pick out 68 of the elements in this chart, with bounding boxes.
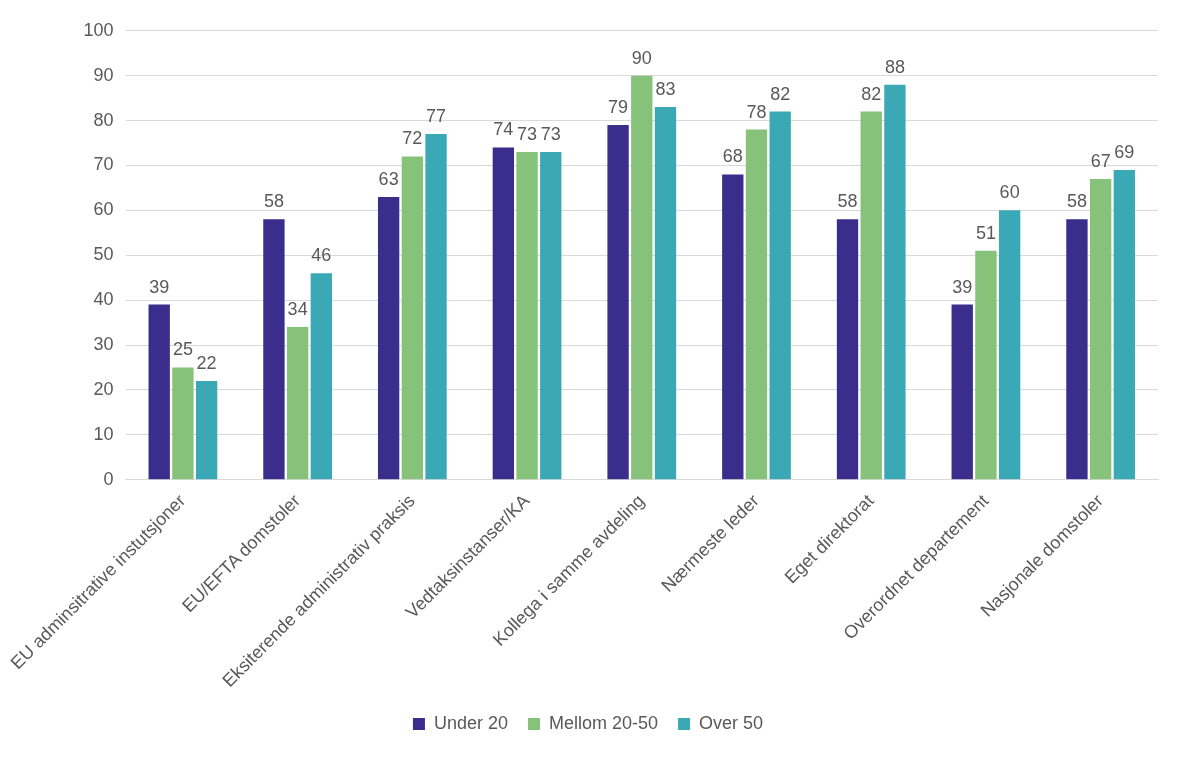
- legend-label: Under 20: [433, 712, 508, 733]
- data-label: 67: [1090, 150, 1111, 171]
- bar: [492, 147, 515, 480]
- data-label: 46: [311, 245, 332, 266]
- data-label: 60: [999, 182, 1020, 203]
- bar: [1089, 178, 1112, 480]
- bar: [998, 210, 1021, 480]
- bar: [263, 219, 285, 480]
- bar: [1113, 169, 1136, 480]
- bar: [425, 134, 447, 480]
- data-label: 25: [172, 339, 193, 360]
- bar: [195, 380, 218, 480]
- data-label: 69: [1114, 141, 1135, 162]
- y-tick-label: 0: [103, 468, 114, 489]
- data-label: 58: [1066, 191, 1087, 212]
- bar: [722, 174, 744, 480]
- bar: [1066, 219, 1088, 480]
- y-tick-label: 90: [93, 64, 114, 85]
- bar: [310, 273, 333, 480]
- data-label: 51: [975, 222, 996, 243]
- data-label: 22: [196, 352, 217, 373]
- bar: [654, 107, 677, 480]
- bar: [377, 196, 400, 480]
- data-label: 73: [517, 123, 538, 144]
- y-tick-label: 40: [93, 289, 114, 310]
- data-label: 79: [608, 97, 629, 118]
- data-label: 73: [540, 123, 561, 144]
- data-label: 78: [746, 101, 767, 122]
- bar: [516, 152, 538, 480]
- bar: [631, 75, 653, 480]
- y-tick-label: 30: [93, 333, 114, 354]
- data-label: 82: [770, 83, 791, 104]
- y-tick-label: 10: [93, 423, 114, 444]
- bar: [836, 219, 859, 480]
- y-tick-label: 70: [93, 154, 114, 175]
- bar: [951, 304, 973, 480]
- bar: [860, 111, 882, 480]
- data-label: 72: [402, 128, 423, 149]
- data-label: 58: [263, 191, 284, 212]
- data-label: 39: [149, 276, 170, 297]
- bar: [148, 304, 170, 480]
- bar: [975, 250, 997, 480]
- bar: [745, 129, 768, 480]
- data-label: 58: [837, 191, 858, 212]
- data-label: 34: [287, 299, 308, 320]
- data-label: 83: [655, 79, 676, 100]
- bar: [286, 327, 309, 480]
- bar: [607, 125, 629, 480]
- data-label: 74: [493, 119, 514, 140]
- data-label: 63: [378, 168, 399, 189]
- bar: [884, 84, 906, 480]
- data-label: 90: [631, 47, 652, 68]
- y-tick-label: 60: [93, 199, 114, 220]
- bar: [769, 111, 791, 480]
- legend-label: Mellom 20-50: [548, 712, 659, 733]
- legend-label: Over 50: [699, 712, 764, 733]
- bar: [172, 367, 194, 480]
- data-label: 39: [952, 276, 973, 297]
- data-label: 68: [722, 146, 743, 167]
- data-label: 82: [861, 83, 882, 104]
- y-tick-label: 20: [93, 378, 114, 399]
- bar: [401, 156, 424, 480]
- data-label: 77: [426, 106, 447, 127]
- data-label: 88: [884, 56, 905, 77]
- y-tick-label: 80: [93, 109, 114, 130]
- y-tick-label: 50: [93, 244, 114, 265]
- bar: [540, 152, 562, 480]
- y-tick-label: 100: [83, 19, 114, 40]
